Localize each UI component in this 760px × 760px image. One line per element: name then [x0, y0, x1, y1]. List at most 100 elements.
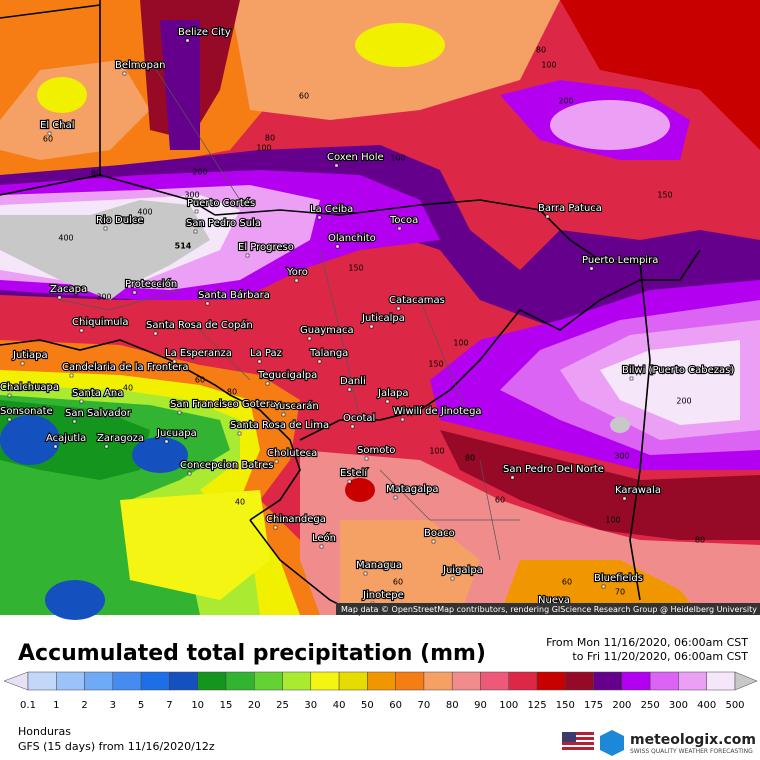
colorbar-cell [649, 671, 679, 691]
city-dot [601, 584, 606, 589]
city-label: Santa Ana [72, 388, 123, 399]
city-dot [122, 71, 127, 76]
city-dot [294, 278, 299, 283]
colorbar-cell [395, 671, 425, 691]
logo: meteologix.com [630, 732, 756, 748]
city-label: La Esperanza [165, 348, 232, 359]
colorbar-label: 175 [584, 700, 603, 711]
model-run: GFS (15 days) from 11/16/2020/12z [18, 740, 215, 753]
city-dot [369, 324, 374, 329]
city-dot [400, 417, 405, 422]
contour-label: 100 [429, 447, 444, 456]
contour-label: 400 [137, 208, 152, 217]
city-dot [347, 479, 352, 484]
city-label: Belize City [178, 27, 231, 38]
colorbar-label: 500 [725, 700, 744, 711]
colorbar-cell [621, 671, 651, 691]
city-label: Jinotepe [362, 590, 404, 601]
city-dot [385, 399, 390, 404]
city-dot [307, 336, 312, 341]
city-label: Matagalpa [386, 484, 439, 495]
colorbar-cell [84, 671, 114, 691]
city-label: Managua [356, 560, 402, 571]
contour-label: 100 [390, 154, 405, 163]
contour-label: 60 [562, 578, 572, 587]
contour-label: 100 [605, 516, 620, 525]
city-dot [265, 381, 270, 386]
contour-label: 60 [43, 135, 53, 144]
colorbar-label: 25 [276, 700, 289, 711]
city-dot [622, 496, 627, 501]
city-dot [273, 525, 278, 530]
contour-label: 60 [195, 376, 205, 385]
city-dot [274, 459, 279, 464]
colorbar-label: 80 [446, 700, 459, 711]
city-dot [364, 456, 369, 461]
city-label: Bilwi (Puerto Cabezas) [622, 365, 734, 376]
city-label: Juigalpa [442, 565, 483, 576]
colorbar-label: 40 [333, 700, 346, 711]
city-label: Jucuapa [156, 428, 197, 439]
colorbar-label: 200 [612, 700, 631, 711]
contour-label: 300 [614, 452, 629, 461]
colorbar-label: 70 [418, 700, 431, 711]
city-label: Juticalpa [361, 313, 405, 324]
contour-label: 60 [495, 496, 505, 505]
city-label: Guaymaca [300, 325, 354, 336]
city-dot [317, 215, 322, 220]
city-dot [69, 373, 74, 378]
city-label: El Chal [40, 120, 75, 131]
contour-label: 150 [428, 360, 443, 369]
city-dot [319, 544, 324, 549]
city-label: León [312, 532, 336, 544]
city-dot [72, 419, 77, 424]
colorbar-cell [508, 671, 538, 691]
colorbar-label: 125 [527, 700, 546, 711]
colorbar: 0.1 1 2 3 5 7 10 15 20 25 30 40 50 60 70 80 90 100 125 150 1… [3, 671, 758, 711]
city-label: Chiquimula [72, 317, 129, 328]
contour-label: 80 [465, 454, 475, 463]
region: Honduras [18, 725, 71, 738]
city-label: Chalchuapa [0, 382, 59, 393]
contour-label: 70 [615, 588, 625, 597]
city-dot [245, 253, 250, 258]
colorbar-label: 3 [110, 700, 116, 711]
flag [562, 732, 594, 750]
city-label: Coxen Hole [327, 152, 384, 163]
colorbar-cell [56, 671, 85, 691]
city-dot [7, 393, 12, 398]
city-label: Ocotal [343, 413, 375, 424]
city-label: Acajutla [46, 433, 86, 444]
city-dot [334, 163, 339, 168]
city-dot [153, 331, 158, 336]
city-label: La Ceiba [310, 204, 353, 215]
city-dot [281, 412, 286, 417]
colorbar-cell [367, 671, 396, 691]
city-dot [205, 301, 210, 306]
city-label: San Francisco Gotera [170, 399, 276, 410]
contour-label: 150 [348, 264, 363, 273]
city-dot [79, 328, 84, 333]
colorbar-label: 100 [499, 700, 518, 711]
colorbar-label: 2 [81, 700, 87, 711]
city-label: Sonsonate [0, 406, 53, 417]
colorbar-label: 1 [53, 700, 59, 711]
city-dot [363, 571, 368, 576]
city-dot [132, 290, 137, 295]
city-label: Jutiapa [12, 350, 48, 361]
city-label: Zaragoza [97, 433, 144, 444]
city-label: Bluefields [594, 573, 643, 584]
city-dot [104, 444, 109, 449]
colorbar-cell [706, 671, 736, 691]
city-dot [172, 359, 177, 364]
city-dot [53, 444, 58, 449]
colorbar-cell [678, 671, 707, 691]
city-dot [7, 417, 12, 422]
contour-label: 80 [91, 169, 101, 178]
city-label: Concepcion Batres [180, 460, 274, 471]
contour-label: 200 [558, 97, 573, 106]
city-dot [317, 359, 322, 364]
contour-label: 40 [123, 384, 133, 393]
